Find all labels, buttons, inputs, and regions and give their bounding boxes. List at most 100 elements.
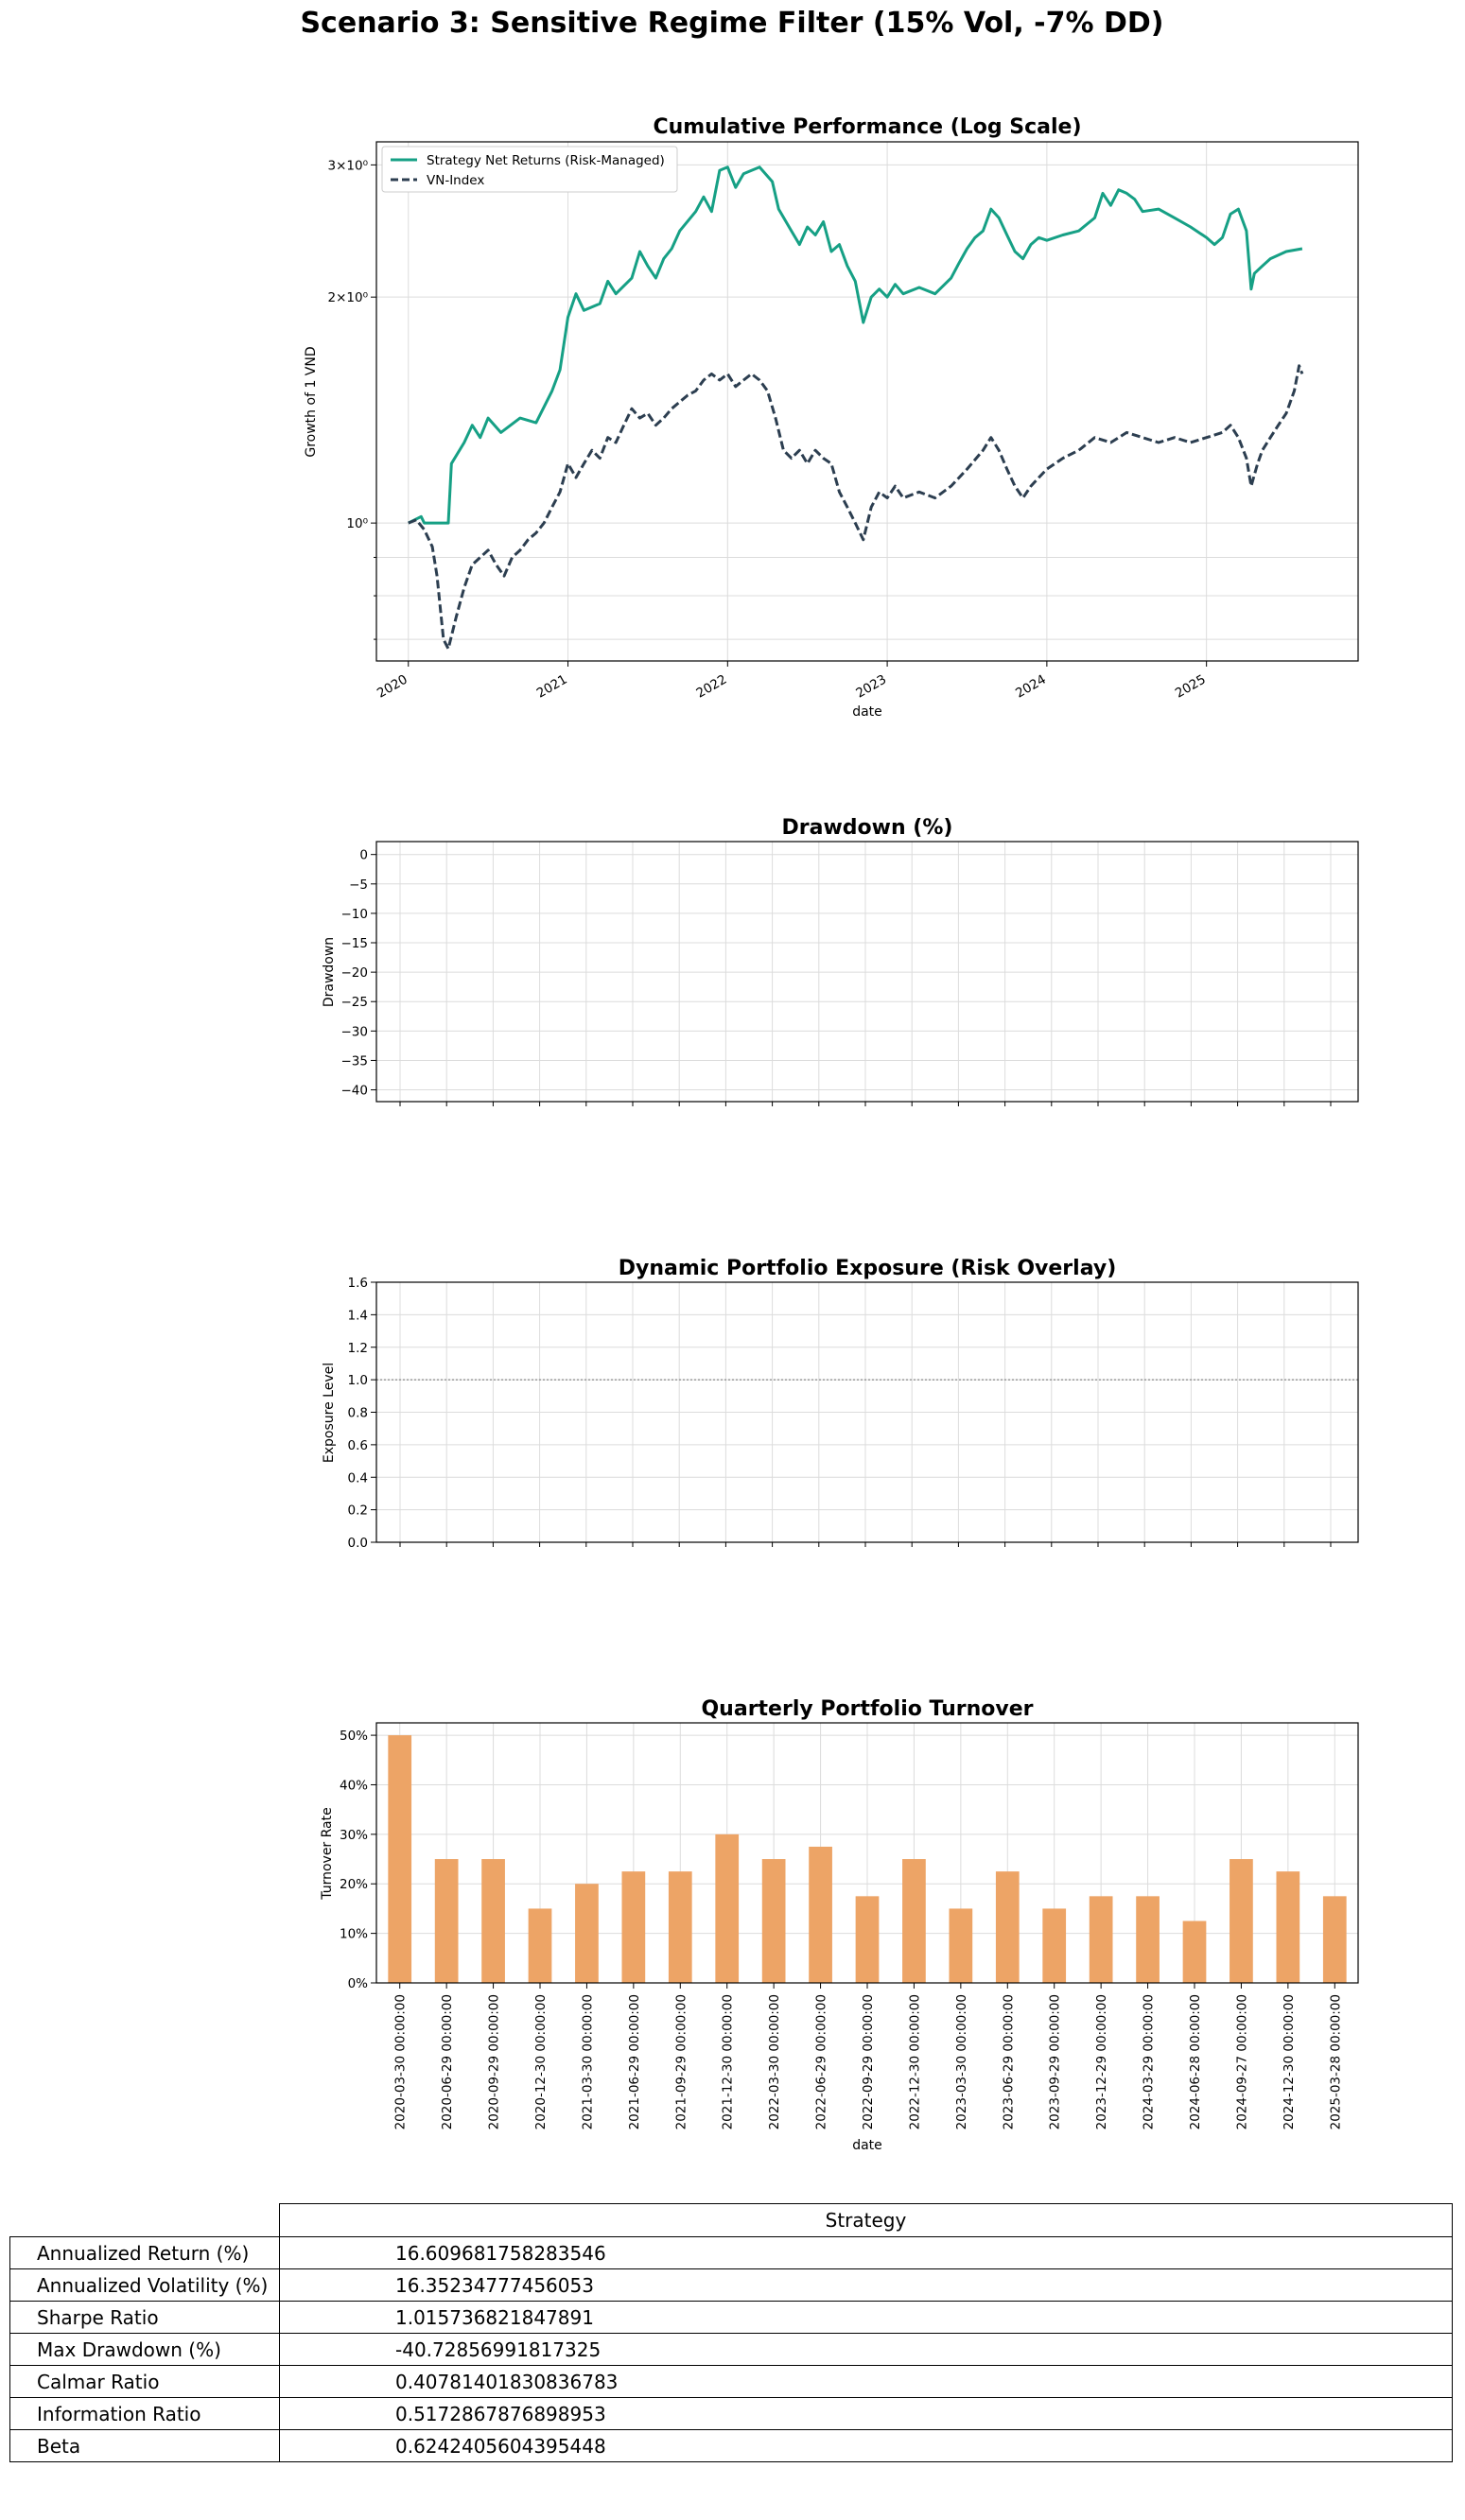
turnover-bar — [761, 1859, 786, 1983]
stats-row-label: Sharpe Ratio — [9, 2301, 280, 2334]
x-tick-label: 2022-03-30 00:00:00 — [767, 1994, 782, 2129]
cumulative-chart-legend: Strategy Net Returns (Risk-Managed) VN-I… — [381, 146, 678, 193]
y-tick-label: 1.0 — [348, 1373, 368, 1388]
x-tick-label: 2020-06-29 00:00:00 — [440, 1994, 455, 2129]
y-tick-label: 50% — [340, 1729, 368, 1744]
table-row: Information Ratio 0.5172867876898953 — [9, 2397, 1453, 2430]
cumulative-performance-chart: Cumulative Performance (Log Scale) 2020 2… — [304, 115, 1359, 720]
x-tick-label: 2020-12-30 00:00:00 — [533, 1994, 549, 2129]
table-row: Sharpe Ratio 1.015736821847891 — [9, 2301, 1453, 2334]
turnover-bar — [1276, 1871, 1300, 1983]
y-tick-label: 20% — [340, 1877, 368, 1892]
turnover-bar — [1322, 1896, 1347, 1983]
turnover-bar — [995, 1871, 1020, 1983]
stats-table: Strategy Annualized Return (%) 16.6096817… — [9, 2203, 1453, 2462]
x-tick-label: 2021-06-29 00:00:00 — [627, 1994, 642, 2129]
x-tick-label: 2025 — [1173, 672, 1209, 702]
stats-row-value: 0.40781401830836783 — [279, 2365, 1453, 2398]
table-row: Max Drawdown (%) -40.72856991817325 — [9, 2333, 1453, 2366]
y-tick-label: 2×10⁰ — [328, 290, 369, 305]
y-tick-label: −40 — [341, 1084, 369, 1099]
table-row: Annualized Return (%) 16.609681758283546 — [9, 2236, 1453, 2269]
y-tick-label: −30 — [341, 1024, 369, 1039]
stats-header-row: Strategy — [10, 2203, 1453, 2237]
turnover-chart: Quarterly Portfolio Turnover 0% 10% 20% 30%… — [320, 1697, 1359, 2153]
y-tick-label: 10% — [340, 1927, 368, 1942]
turnover-bar — [481, 1859, 505, 1983]
y-tick-label: −25 — [341, 995, 369, 1010]
x-tick-label: 2024-06-28 00:00:00 — [1188, 1994, 1203, 2129]
x-tick-label: 2022-12-30 00:00:00 — [907, 1994, 922, 2129]
stats-corner-cell — [10, 2204, 280, 2237]
turnover-bar — [855, 1896, 880, 1983]
x-tick-label: 2022-09-29 00:00:00 — [861, 1994, 876, 2129]
y-tick-label: −15 — [341, 936, 369, 951]
x-tick-label: 2021 — [534, 672, 570, 702]
y-tick-label: 0.8 — [348, 1406, 368, 1421]
stats-row-label: Max Drawdown (%) — [9, 2333, 280, 2366]
y-tick-label: 10⁰ — [346, 516, 368, 531]
exposure-chart: Dynamic Portfolio Exposure (Risk Overlay… — [322, 1257, 1359, 1551]
exposure-chart-title: Dynamic Portfolio Exposure (Risk Overlay… — [619, 1257, 1117, 1280]
legend-box — [381, 146, 678, 193]
turnover-bar — [1230, 1859, 1253, 1983]
y-tick-label: 0.0 — [348, 1536, 368, 1551]
turnover-bar — [1182, 1920, 1207, 1983]
turnover-chart-title: Quarterly Portfolio Turnover — [701, 1697, 1033, 1721]
stats-row-label: Beta — [9, 2429, 280, 2462]
y-tick-label: −20 — [341, 965, 369, 981]
figure-suptitle: Scenario 3: Sensitive Regime Filter (15%… — [300, 7, 1163, 40]
x-tick-label: 2021-12-30 00:00:00 — [721, 1994, 736, 2129]
y-tick-label: −5 — [349, 878, 368, 893]
turnover-bar — [528, 1908, 552, 1983]
turnover-chart-xlabel: date — [852, 2138, 882, 2153]
drawdown-chart-frame — [375, 841, 1359, 1103]
table-row: Annualized Volatility (%) 16.352347774560… — [9, 2268, 1453, 2302]
stats-row-label: Annualized Return (%) — [9, 2236, 280, 2269]
turnover-bar — [902, 1859, 926, 1983]
turnover-bar — [388, 1735, 412, 1983]
turnover-bar — [715, 1834, 740, 1983]
turnover-bar — [434, 1859, 459, 1983]
x-tick-label: 2020-03-30 00:00:00 — [393, 1994, 409, 2129]
exposure-chart-ylabel: Exposure Level — [322, 1363, 337, 1463]
legend-strategy-label: Strategy Net Returns (Risk-Managed) — [427, 153, 665, 168]
turnover-chart-ylabel: Turnover Rate — [320, 1807, 335, 1900]
stats-row-value: 0.5172867876898953 — [279, 2397, 1453, 2430]
strategy-line — [408, 165, 1303, 525]
table-row: Calmar Ratio 0.40781401830836783 — [9, 2365, 1453, 2398]
x-tick-label: 2022 — [694, 672, 730, 702]
stats-row-label: Calmar Ratio — [9, 2365, 280, 2398]
cumulative-chart-ylabel: Growth of 1 VND — [304, 346, 319, 457]
turnover-bar — [668, 1871, 692, 1983]
turnover-bar — [1042, 1908, 1067, 1983]
turnover-bar — [809, 1846, 832, 1983]
turnover-bar — [1136, 1896, 1160, 1983]
stats-row-value: 0.6242405604395448 — [279, 2429, 1453, 2462]
x-tick-label: 2023-03-30 00:00:00 — [954, 1994, 969, 2129]
x-tick-label: 2022-06-29 00:00:00 — [814, 1994, 829, 2129]
x-tick-label: 2024-09-27 00:00:00 — [1234, 1994, 1249, 2129]
x-tick-label: 2025-03-28 00:00:00 — [1328, 1994, 1343, 2129]
table-row: Beta 0.6242405604395448 — [9, 2429, 1453, 2462]
stats-row-label: Information Ratio — [9, 2397, 280, 2430]
vn-index-line — [408, 364, 1304, 651]
x-tick-label: 2020-09-29 00:00:00 — [487, 1994, 502, 2129]
y-tick-label: 1.6 — [348, 1276, 368, 1291]
stats-row-value: 1.015736821847891 — [279, 2301, 1453, 2334]
x-tick-label: 2023-12-29 00:00:00 — [1094, 1994, 1109, 2129]
drawdown-chart: Drawdown (%) 0 −5 −10 −15 −20 −25 −30 −35 −40 Dr… — [322, 816, 1359, 1106]
x-tick-label: 2024-12-30 00:00:00 — [1282, 1994, 1297, 2129]
turnover-bar — [949, 1908, 973, 1983]
x-tick-label: 2023-06-29 00:00:00 — [1001, 1994, 1016, 2129]
y-tick-label: 0 — [359, 848, 368, 863]
x-tick-label: 2020 — [375, 672, 410, 702]
stats-column-header: Strategy — [279, 2203, 1453, 2237]
cumulative-chart-frame — [375, 141, 1359, 662]
x-tick-label: 2021-03-30 00:00:00 — [580, 1994, 595, 2129]
y-tick-label: 3×10⁰ — [328, 158, 369, 173]
figure: Scenario 3: Sensitive Regime Filter (15%… — [300, 7, 1359, 2153]
stats-row-value: 16.609681758283546 — [279, 2236, 1453, 2269]
x-tick-label: 2021-09-29 00:00:00 — [673, 1994, 689, 2129]
drawdown-chart-title: Drawdown (%) — [782, 816, 953, 840]
